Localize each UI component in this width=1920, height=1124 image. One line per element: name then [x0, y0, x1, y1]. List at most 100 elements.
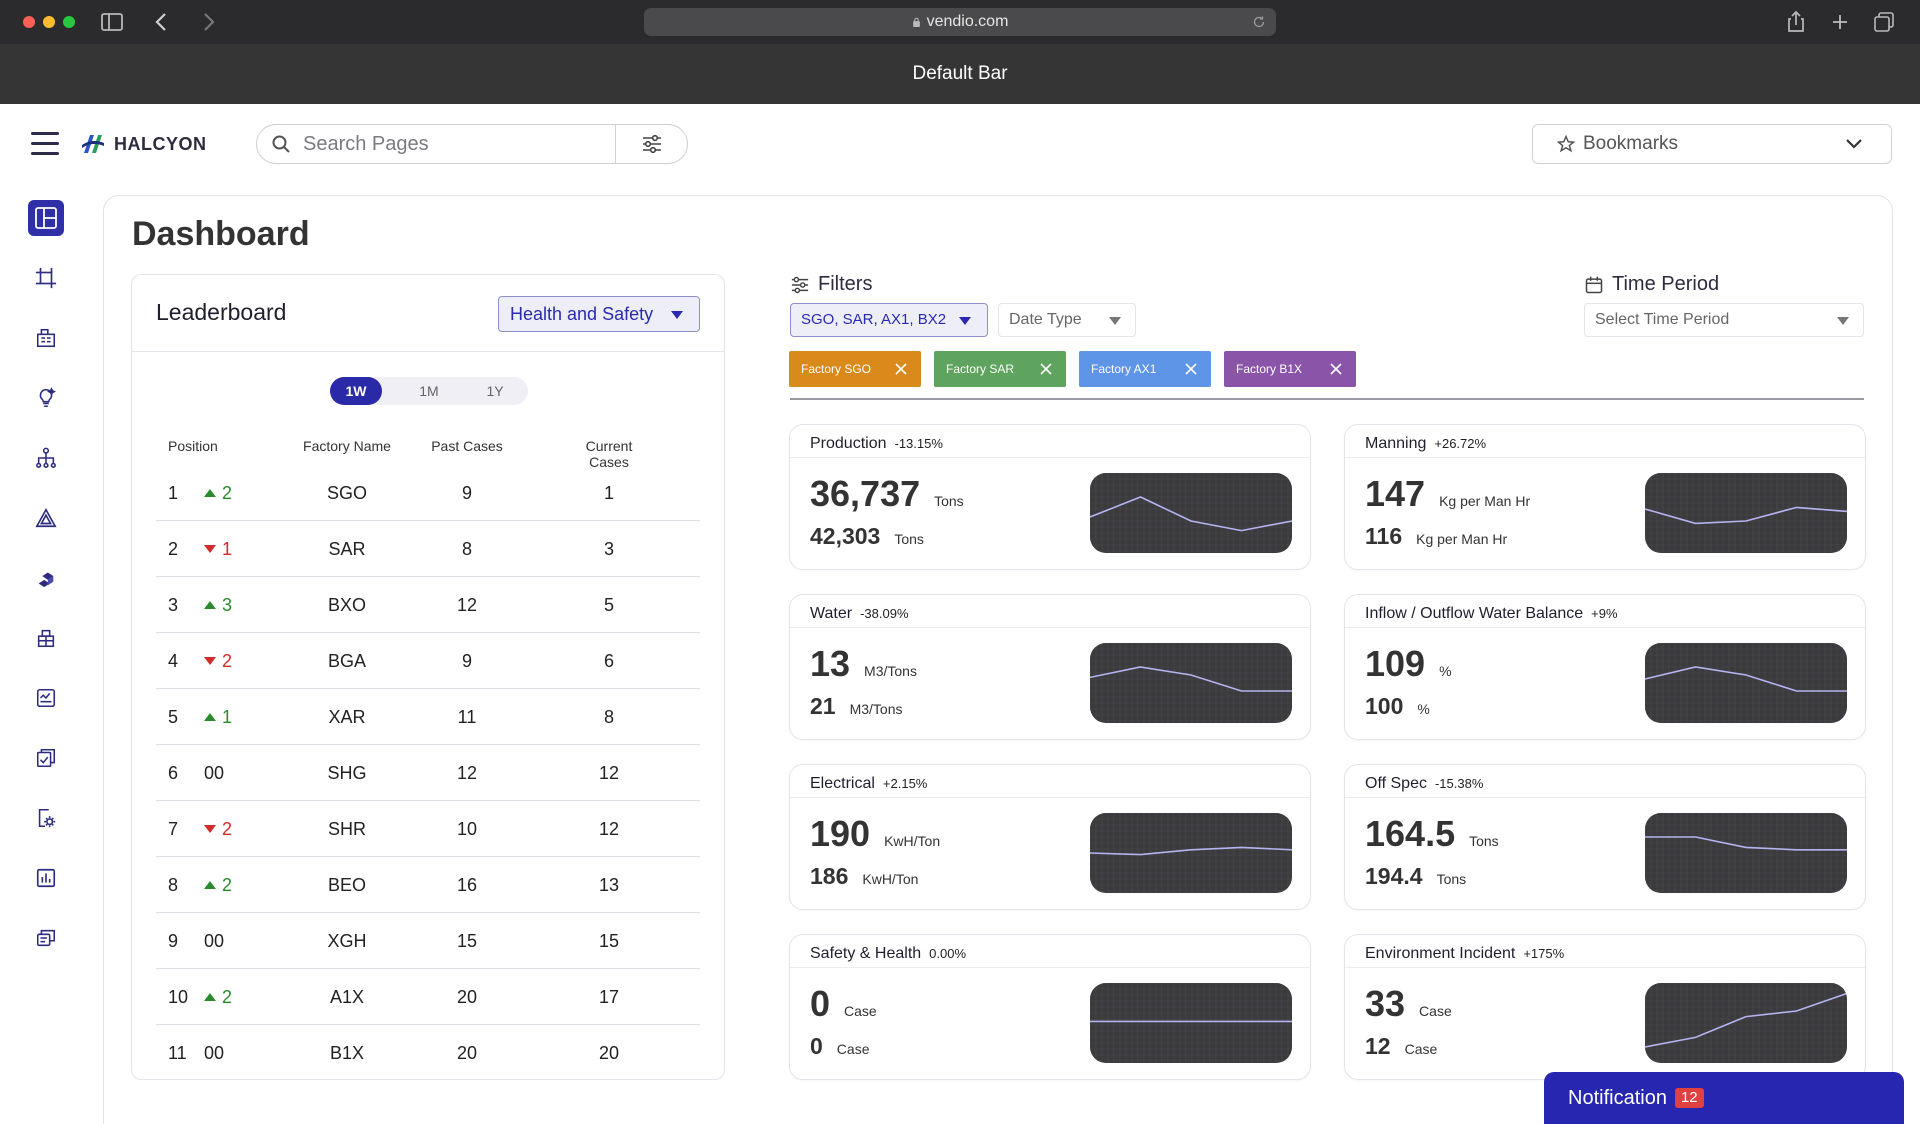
- filter-chip: Factory AX1: [1079, 351, 1211, 387]
- metric-change: 0.00%: [929, 946, 967, 961]
- sidebar-item-hierarchy[interactable]: [28, 440, 64, 476]
- metric-change: -38.09%: [860, 606, 909, 621]
- trend-up-icon: [204, 713, 216, 721]
- current-cases-cell: 20: [598, 1043, 620, 1063]
- sparkline-svg: [1090, 473, 1292, 553]
- past-cases-cell: 9: [461, 651, 472, 671]
- sparkline-svg: [1645, 643, 1847, 723]
- factory-name-cell: XGH: [327, 931, 367, 951]
- new-tab-icon[interactable]: [1828, 10, 1852, 34]
- sidebar-item-reports[interactable]: [28, 680, 64, 716]
- period-1y[interactable]: 1Y: [486, 383, 504, 399]
- table-row[interactable]: 7 2 SHR 10 12: [156, 801, 700, 857]
- table-row[interactable]: 4 2 BGA 9 6: [156, 633, 700, 689]
- address-bar[interactable]: vendio.com: [644, 8, 1276, 36]
- metric-card[interactable]: Inflow / Outflow Water Balance +9% 109% 100…: [1344, 594, 1866, 740]
- date-type-select[interactable]: Date Type: [998, 303, 1136, 337]
- caret-down-icon: [1837, 317, 1849, 325]
- divider: [1345, 457, 1865, 458]
- metric-card[interactable]: Water -38.09% 13 M3/Tons 21 M3/Tons: [789, 594, 1311, 740]
- sidebar-item-crop[interactable]: [28, 260, 64, 296]
- table-row[interactable]: 5 1 XAR 11 8: [156, 689, 700, 745]
- sidebar-item-messages[interactable]: [28, 920, 64, 956]
- time-period-heading: Time Period: [1584, 273, 1719, 296]
- sidebar-item-analytics[interactable]: [28, 860, 64, 896]
- leaderboard-category-select[interactable]: Health and Safety: [498, 296, 700, 332]
- position-cell: 6: [168, 763, 179, 783]
- notification-button[interactable]: Notification 12: [1544, 1072, 1904, 1124]
- close-icon[interactable]: [1330, 363, 1342, 375]
- close-icon[interactable]: [895, 363, 907, 375]
- table-row[interactable]: 6 00 SHG 12 12: [156, 745, 700, 801]
- bookmarks-dropdown[interactable]: Bookmarks: [1532, 124, 1892, 164]
- table-row[interactable]: 3 3 BXO 12 5: [156, 577, 700, 633]
- metric-unit: M3/Tons: [864, 663, 917, 679]
- trend-down-icon: [204, 825, 216, 833]
- metric-card[interactable]: Electrical +2.15% 190 KwH/Ton 186 KwH/Ton: [789, 764, 1311, 910]
- share-icon[interactable]: [1784, 10, 1808, 34]
- sidebar-item-settings[interactable]: [28, 800, 64, 836]
- maximize-window-button[interactable]: [63, 16, 75, 28]
- close-window-button[interactable]: [23, 16, 35, 28]
- rank-change-value: 00: [204, 1043, 225, 1063]
- close-icon[interactable]: [1040, 363, 1052, 375]
- back-icon[interactable]: [150, 10, 174, 34]
- sidebar-item-inventory[interactable]: [28, 560, 64, 596]
- search-bar[interactable]: Search Pages: [256, 124, 688, 164]
- factory-multiselect[interactable]: SGO, SAR, AX1, BX2: [790, 303, 988, 337]
- sparkline-svg: [1090, 813, 1292, 893]
- minimize-window-button[interactable]: [43, 16, 55, 28]
- table-row[interactable]: 11 00 B1X 20 20: [156, 1025, 700, 1081]
- metric-name: Safety & Health: [810, 945, 922, 962]
- current-cases-cell: 6: [603, 651, 614, 671]
- metric-value: 0: [810, 983, 831, 1024]
- search-input[interactable]: Search Pages: [303, 132, 429, 155]
- time-period-select[interactable]: Select Time Period: [1584, 303, 1864, 337]
- tabs-overview-icon[interactable]: [1872, 10, 1896, 34]
- logo-text: HALCYON: [114, 133, 207, 154]
- rank-change-cell: 00: [204, 1043, 224, 1064]
- metric-card[interactable]: Production -13.15% 36,737 Tons 42,303 Tons: [789, 424, 1311, 570]
- past-cases-cell: 20: [456, 1043, 478, 1063]
- default-bar: Default Bar: [0, 44, 1920, 104]
- metric-value: 36,737: [810, 473, 921, 514]
- table-row[interactable]: 2 1 SAR 8 3: [156, 521, 700, 577]
- metric-card[interactable]: Safety & Health 0.00% 0 Case 0 Case: [789, 934, 1311, 1080]
- past-cases-cell: 16: [456, 875, 478, 895]
- current-cases-cell: 12: [598, 763, 620, 783]
- sidebar-toggle-icon[interactable]: [100, 10, 124, 34]
- sidebar-item-building[interactable]: [28, 320, 64, 356]
- metric-card[interactable]: Off Spec -15.38% 164.5 Tons 194.4 Tons: [1344, 764, 1866, 910]
- close-icon[interactable]: [1185, 363, 1197, 375]
- sidebar-item-alerts[interactable]: [28, 500, 64, 536]
- table-row[interactable]: 8 2 BEO 16 13: [156, 857, 700, 913]
- divider: [790, 797, 1310, 798]
- cubes-icon: [38, 572, 54, 588]
- rank-change-value: 1: [222, 539, 233, 559]
- trend-down-icon: [204, 657, 216, 665]
- metric-card[interactable]: Manning +26.72% 147 Kg per Man Hr 116 Kg per …: [1344, 424, 1866, 570]
- position-cell: 5: [168, 707, 179, 727]
- sidebar-item-dashboard[interactable]: [28, 200, 64, 236]
- period-1w[interactable]: 1W: [330, 377, 382, 405]
- table-row[interactable]: 9 00 XGH 15 15: [156, 913, 700, 969]
- logo[interactable]: HALCYON: [80, 131, 207, 157]
- table-row[interactable]: 1 2 SGO 9 1: [156, 465, 700, 521]
- table-row[interactable]: 10 2 A1X 20 17: [156, 969, 700, 1025]
- metric-previous-value: 12 Case: [1365, 1033, 1437, 1060]
- period-1m[interactable]: 1M: [419, 383, 439, 399]
- metric-change: +2.15%: [882, 776, 928, 791]
- sidebar-item-ideas[interactable]: [28, 380, 64, 416]
- sparkline-svg: [1090, 983, 1292, 1063]
- reload-icon[interactable]: [1252, 15, 1266, 29]
- sparkline-line: [1090, 846, 1292, 856]
- metric-card[interactable]: Environment Incident +175% 33 Case 12 Case: [1344, 934, 1866, 1080]
- divider: [1345, 967, 1865, 968]
- sidebar-item-factory[interactable]: [28, 620, 64, 656]
- filter-settings-button[interactable]: [615, 125, 687, 163]
- current-cases-cell: 17: [598, 987, 620, 1007]
- menu-icon[interactable]: [31, 132, 59, 156]
- sidebar-item-tasks[interactable]: [28, 740, 64, 776]
- forward-icon[interactable]: [196, 10, 220, 34]
- crop-icon: [35, 267, 57, 289]
